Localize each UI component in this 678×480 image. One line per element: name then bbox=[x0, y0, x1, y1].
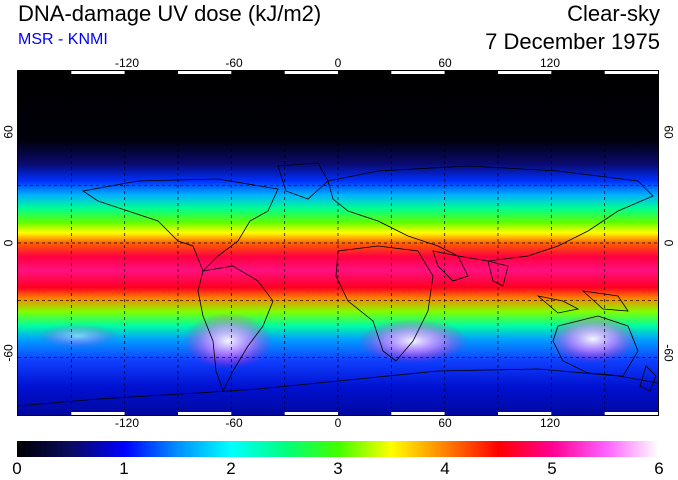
source-label: MSR - KNMI bbox=[18, 31, 108, 48]
hotspot-south-america bbox=[183, 313, 273, 369]
lon-tick-top: 0 bbox=[334, 56, 342, 70]
lon-tick-bottom: 120 bbox=[539, 416, 561, 430]
lon-tick-bottom: -60 bbox=[225, 416, 243, 430]
date-label: 7 December 1975 bbox=[485, 29, 660, 54]
hotspot-australia bbox=[548, 315, 638, 363]
colorbar-label: 3 bbox=[333, 459, 343, 478]
lat-tick-right: 0 bbox=[661, 239, 676, 247]
map-canvas bbox=[18, 71, 658, 415]
lon-tick-top: 120 bbox=[539, 56, 561, 70]
lon-tick-bottom: -120 bbox=[114, 416, 140, 430]
colorbar-label: 0 bbox=[12, 459, 22, 478]
lon-tick-bottom: 0 bbox=[334, 416, 342, 430]
lon-tick-top: 60 bbox=[438, 56, 452, 70]
lon-tick-bottom: 60 bbox=[438, 416, 452, 430]
colorbar-label: 6 bbox=[654, 459, 664, 478]
uv-dose-map bbox=[17, 70, 659, 416]
lat-tick-left: 60 bbox=[1, 125, 16, 139]
lon-tick-top: -120 bbox=[114, 56, 140, 70]
lon-tick-top: -60 bbox=[225, 56, 243, 70]
colorbar-label: 1 bbox=[119, 459, 129, 478]
hotspot-pacific bbox=[38, 324, 118, 348]
lat-tick-left: 0 bbox=[1, 239, 16, 247]
graticule bbox=[18, 71, 658, 415]
lat-tick-right: -60 bbox=[661, 344, 676, 362]
colorbar-label: 2 bbox=[226, 459, 236, 478]
colorbar-label: 4 bbox=[440, 459, 450, 478]
colorbar-label: 5 bbox=[547, 459, 557, 478]
sky-condition-label: Clear-sky bbox=[567, 1, 660, 26]
colorbar bbox=[17, 441, 659, 457]
lat-tick-left: -60 bbox=[1, 344, 16, 362]
map-title: DNA-damage UV dose (kJ/m2) bbox=[18, 1, 322, 26]
frame-ticks bbox=[71, 71, 658, 415]
lat-tick-right: 60 bbox=[661, 125, 676, 139]
